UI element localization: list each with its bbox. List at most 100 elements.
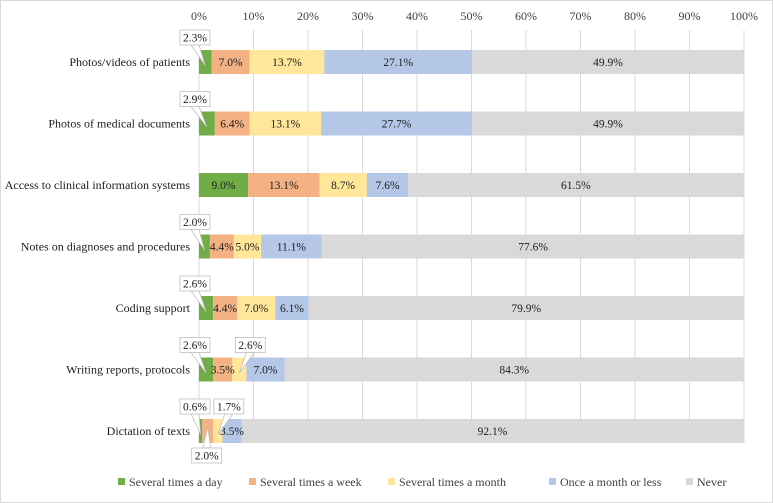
data-label: 2.3% bbox=[183, 33, 207, 45]
bar-segment bbox=[199, 234, 210, 259]
data-label: 49.9% bbox=[593, 119, 623, 131]
data-label: 2.6% bbox=[183, 279, 207, 291]
category-label: Photos/videos of patients bbox=[69, 55, 190, 69]
data-label: 3.5% bbox=[220, 426, 244, 438]
legend-label: Several times a month bbox=[399, 475, 506, 489]
x-tick-label: 40% bbox=[406, 9, 428, 23]
x-tick-label: 20% bbox=[297, 9, 319, 23]
bar-segment bbox=[366, 173, 409, 197]
category-label: Access to clinical information systems bbox=[5, 178, 191, 192]
legend-label: Several times a day bbox=[129, 475, 223, 489]
data-label: 27.1% bbox=[383, 57, 413, 69]
data-label: 77.6% bbox=[518, 242, 548, 254]
legend-swatch bbox=[118, 478, 125, 485]
x-tick-label: 100% bbox=[730, 9, 758, 23]
data-label: 4.4% bbox=[213, 303, 237, 315]
data-label: 1.7% bbox=[217, 402, 241, 414]
category-label: Coding support bbox=[116, 301, 191, 315]
data-label: 7.0% bbox=[254, 365, 278, 377]
bar-segment bbox=[211, 50, 250, 74]
bar-segment bbox=[275, 296, 309, 320]
data-label: 2.6% bbox=[183, 340, 207, 352]
x-tick-label: 10% bbox=[243, 9, 265, 23]
data-label: 79.9% bbox=[511, 303, 541, 315]
data-label: 27.7% bbox=[382, 119, 412, 131]
legend-label: Never bbox=[697, 475, 726, 489]
bar-segment bbox=[249, 111, 322, 136]
bar-segment bbox=[222, 419, 242, 443]
data-label: 9.0% bbox=[212, 180, 236, 192]
legend: Several times a day Several times a week S… bbox=[118, 475, 726, 489]
bar-segment bbox=[324, 50, 473, 74]
bar-segment bbox=[321, 234, 745, 259]
category-label: Dictation of texts bbox=[107, 424, 191, 438]
data-label: 2.0% bbox=[195, 451, 219, 463]
data-label: 6.1% bbox=[280, 303, 304, 315]
callout-pointer bbox=[190, 413, 202, 435]
bar-segment bbox=[472, 50, 744, 74]
bar-segment bbox=[248, 173, 320, 197]
bar-segment bbox=[284, 357, 744, 382]
category-label: Photos of medical documents bbox=[48, 117, 190, 131]
bar-segment bbox=[319, 173, 367, 197]
legend-swatch bbox=[249, 478, 256, 485]
bar-segment bbox=[214, 111, 250, 136]
data-label: 0.6% bbox=[183, 402, 207, 414]
bar-segment bbox=[199, 173, 249, 197]
bars bbox=[199, 50, 745, 443]
x-axis-ticks: 0% 10% 20% 30% 40% 50% 60% 70% 80% 90% 100% bbox=[191, 9, 758, 23]
data-label: 92.1% bbox=[478, 426, 508, 438]
data-label: 13.1% bbox=[269, 180, 299, 192]
data-label: 49.9% bbox=[593, 57, 623, 69]
data-label: 61.5% bbox=[561, 180, 591, 192]
bar-segment bbox=[246, 357, 285, 382]
legend-swatch bbox=[549, 478, 556, 485]
x-tick-label: 90% bbox=[679, 9, 701, 23]
category-label: Writing reports, protocols bbox=[66, 363, 190, 377]
bar-segment bbox=[408, 173, 744, 197]
data-label: 7.0% bbox=[244, 303, 268, 315]
bar-segment bbox=[241, 419, 744, 443]
bar-segment bbox=[213, 419, 223, 443]
data-label: 11.1% bbox=[277, 242, 307, 254]
data-label: 7.0% bbox=[219, 57, 243, 69]
legend-swatch bbox=[388, 478, 395, 485]
category-labels: Photos/videos of patients Photos of medic… bbox=[5, 55, 191, 438]
callout-box bbox=[234, 337, 266, 353]
data-label: 6.4% bbox=[220, 119, 244, 131]
data-label: 7.6% bbox=[376, 180, 400, 192]
legend-label: Several times a week bbox=[260, 475, 362, 489]
bar-segment bbox=[249, 50, 325, 74]
data-label: 13.1% bbox=[271, 119, 301, 131]
callout-box bbox=[213, 398, 245, 415]
bar-segment bbox=[209, 234, 234, 259]
x-tick-label: 60% bbox=[515, 9, 537, 23]
x-tick-label: 70% bbox=[570, 9, 592, 23]
data-label: 5.0% bbox=[236, 242, 260, 254]
data-label: 2.0% bbox=[183, 217, 207, 229]
category-label: Notes on diagnoses and procedures bbox=[21, 240, 191, 254]
data-label: 84.3% bbox=[499, 365, 529, 377]
legend-swatch bbox=[686, 478, 693, 485]
x-tick-label: 80% bbox=[624, 9, 646, 23]
bar-segment bbox=[261, 234, 322, 259]
data-label: 4.4% bbox=[210, 242, 234, 254]
bar-segment bbox=[472, 111, 744, 136]
data-label: 2.9% bbox=[183, 94, 207, 106]
callout-box bbox=[179, 337, 211, 353]
bar-segment bbox=[213, 296, 238, 320]
x-tick-label: 0% bbox=[191, 9, 207, 23]
callout-box bbox=[179, 214, 211, 230]
x-tick-label: 50% bbox=[461, 9, 483, 23]
bar-segment bbox=[237, 296, 276, 320]
callout-box bbox=[179, 29, 211, 46]
callout-box bbox=[179, 91, 211, 107]
callout-box bbox=[191, 447, 223, 464]
data-label: 13.7% bbox=[272, 57, 302, 69]
x-tick-label: 30% bbox=[352, 9, 374, 23]
bar-segment bbox=[233, 234, 262, 259]
data-label: 3.5% bbox=[211, 365, 235, 377]
bar-segment bbox=[213, 357, 233, 382]
data-label: 2.6% bbox=[238, 340, 262, 352]
